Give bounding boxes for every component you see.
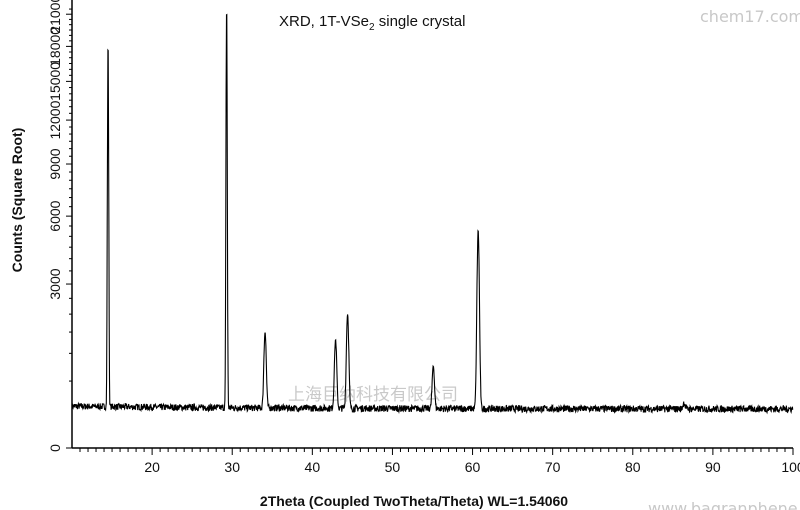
y-tick-label: 18000 <box>47 27 63 66</box>
watermark-bottom-right: www.bagranphene.com <box>648 499 800 510</box>
y-tick-label: 15000 <box>47 62 63 101</box>
annotation-prefix: XRD, 1T-VSe <box>279 13 369 30</box>
watermark-top-right-text: chem17.com <box>700 7 800 26</box>
annotation-subscript: 2 <box>369 22 375 33</box>
chart-annotation: XRD, 1T-VSe2 single crystal <box>279 13 465 33</box>
y-tick-label: 9000 <box>47 148 63 179</box>
xrd-pattern-line <box>71 13 794 415</box>
y-tick-label: 21000 <box>47 0 63 34</box>
x-tick-label: 70 <box>545 459 561 475</box>
x-tick-label: 80 <box>625 459 641 475</box>
x-tick-label: 60 <box>465 459 481 475</box>
watermark-center: 上海巨纳科技有限公司 <box>288 385 458 405</box>
x-tick-label: 100 <box>781 459 800 475</box>
y-tick-label: 0 <box>47 444 63 452</box>
x-tick-label: 50 <box>385 459 401 475</box>
y-axis-title: Counts (Square Root) <box>9 128 25 273</box>
annotation-suffix: single crystal <box>375 13 466 30</box>
x-axis-ticks: 20 30 40 50 60 70 80 90 100 <box>79 448 800 475</box>
x-tick-label: 40 <box>305 459 321 475</box>
x-tick-label: 30 <box>224 459 240 475</box>
y-tick-label: 3000 <box>47 268 63 299</box>
y-tick-label: 6000 <box>47 200 63 231</box>
x-axis-title: 2Theta (Coupled TwoTheta/Theta) WL=1.540… <box>260 493 568 509</box>
x-tick-label: 90 <box>705 459 721 475</box>
watermark-top-right: chem17.com <box>700 7 800 26</box>
x-tick-label: 20 <box>144 459 160 475</box>
y-tick-label: 12000 <box>47 100 63 139</box>
